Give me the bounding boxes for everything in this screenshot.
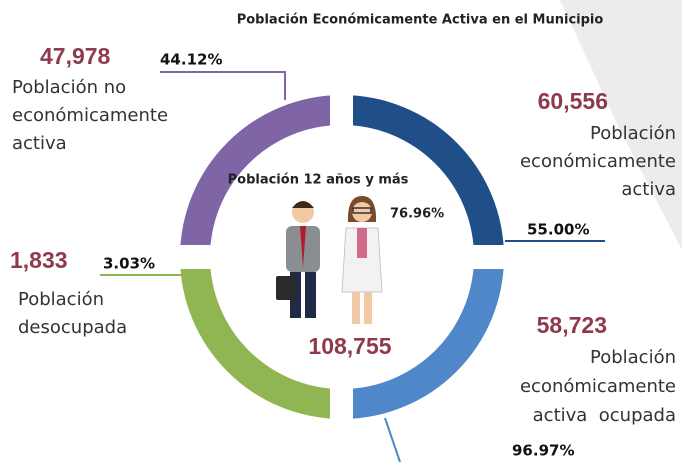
- segment-label: activa: [12, 133, 67, 154]
- segment-value: 60,556: [538, 88, 608, 114]
- ring-segment: [342, 95, 504, 257]
- segment-label: Población: [590, 123, 676, 144]
- background-shape: [560, 0, 682, 250]
- title: Población Económicamente Activa en el Mu…: [237, 13, 604, 28]
- segment-value: 1,833: [10, 247, 68, 273]
- center-label: Población 12 años y más: [228, 173, 409, 188]
- ring: [170, 85, 515, 430]
- segment-percent: 55.00%: [527, 221, 589, 239]
- segment-label: desocupada: [18, 317, 127, 338]
- ring-segment: [342, 257, 504, 419]
- center-value: 108,755: [308, 333, 391, 359]
- segment-value: 58,723: [537, 312, 607, 338]
- ring-segment: [180, 257, 342, 419]
- segment-label: Población no: [12, 77, 126, 98]
- leader-line: [160, 71, 286, 100]
- segment-label: Población: [18, 289, 104, 310]
- center-percent: 76.96%: [390, 207, 444, 222]
- segment-percent: 3.03%: [103, 255, 155, 273]
- segment-label: económicamente: [520, 376, 676, 397]
- segment-label: económicamente: [520, 151, 676, 172]
- segment-percent: 44.12%: [160, 51, 222, 69]
- ring-segment: [180, 95, 342, 257]
- segment-label: activa: [621, 179, 676, 200]
- segment-percent: 96.97%: [512, 442, 574, 460]
- man-icon: [276, 201, 320, 318]
- ring-gap: [170, 245, 515, 269]
- leader-line: [384, 417, 401, 462]
- segment-value: 47,978: [40, 43, 111, 69]
- segment-label: activa ocupada: [533, 405, 676, 426]
- segment-label: Población: [590, 347, 676, 368]
- woman-icon: [341, 196, 383, 324]
- segment-label: económicamente: [12, 105, 168, 126]
